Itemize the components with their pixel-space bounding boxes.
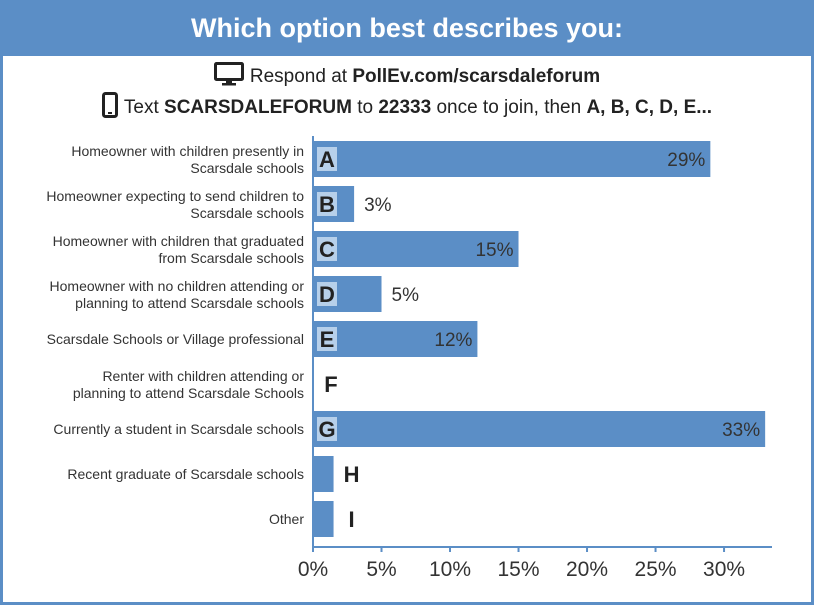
category-label: Homeowner expecting to send children to S… (46, 188, 304, 221)
bar (313, 501, 334, 537)
letter-box (317, 327, 337, 351)
phone-icon (101, 92, 118, 124)
letter-box (317, 192, 337, 216)
sms-to: to (351, 97, 379, 119)
sms-middle: once to join, then (431, 97, 587, 119)
sms-number: 22333 (378, 97, 432, 119)
sms-options: A, B, C, D, E... (586, 97, 713, 119)
poll-title: Which option best describes you: (0, 0, 814, 56)
bar (313, 411, 766, 447)
category-label: Scarsdale Schools or Village professiona… (47, 331, 304, 347)
option-letter: D (319, 282, 335, 307)
x-tick-label: 20% (566, 558, 608, 581)
category-label: Currently a student in Scarsdale schools (53, 421, 304, 437)
option-letter: C (319, 237, 335, 262)
category-label: Renter with children attending or plannin… (73, 368, 305, 401)
x-tick-label: 10% (429, 558, 471, 581)
option-letter: F (324, 372, 337, 397)
option-letter: I (348, 507, 354, 532)
web-instruction-prefix: Respond at (249, 66, 353, 88)
x-tick-label: 30% (703, 558, 745, 581)
poll-url[interactable]: PollEv.com/scarsdaleforum (352, 66, 601, 88)
bar (313, 321, 478, 357)
x-tick-label: 5% (366, 558, 396, 581)
option-letter: H (344, 462, 360, 487)
letter-box (317, 282, 337, 306)
poll-title-text: Which option best describes you: (190, 12, 624, 43)
value-label: 5% (392, 285, 420, 306)
category-label: Homeowner with no children attending or p… (50, 278, 305, 311)
category-label: Other (269, 511, 304, 527)
option-letter: A (319, 147, 335, 172)
web-instruction: Respond at PollEv.com/scarsdaleforum (0, 62, 814, 92)
value-label: 33% (722, 420, 760, 441)
value-label: 3% (364, 195, 392, 216)
x-tick-label: 15% (498, 558, 540, 581)
letter-box (317, 417, 337, 441)
sms-instruction: Text SCARSDALEFORUM to 22333 once to joi… (0, 92, 814, 124)
sms-prefix: Text (123, 97, 165, 119)
x-tick-label: 0% (298, 558, 328, 581)
x-tick-label: 25% (635, 558, 677, 581)
category-label: Homeowner with children presently in Scar… (71, 143, 304, 176)
bar (313, 456, 334, 492)
category-label: Recent graduate of Scarsdale schools (67, 466, 304, 482)
bar (313, 231, 519, 267)
value-label: 29% (667, 150, 705, 171)
value-label: 15% (475, 240, 513, 261)
sms-keyword: SCARSDALEFORUM (164, 97, 352, 119)
option-letter: G (318, 417, 335, 442)
value-label: 12% (434, 330, 472, 351)
bar (313, 141, 711, 177)
letter-box (317, 237, 337, 261)
letter-box (317, 147, 337, 171)
monitor-icon (213, 62, 244, 92)
option-letter: E (320, 327, 335, 352)
option-letter: B (319, 192, 335, 217)
category-label: Homeowner with children that graduated fr… (53, 233, 304, 266)
